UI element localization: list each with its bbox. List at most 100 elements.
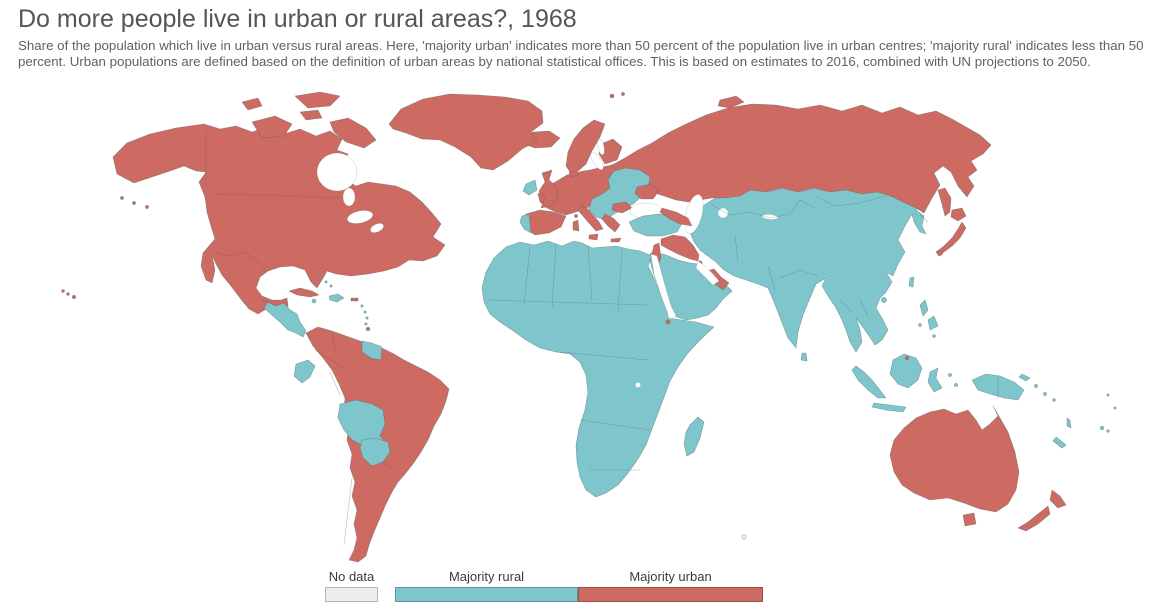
region-antilles-b[interactable] [363,310,367,314]
region-bahamas-c[interactable] [329,284,333,288]
region-greenland[interactable] [388,93,544,171]
legend-label-majority-urban: Majority urban [629,569,712,584]
region-central-america[interactable] [263,301,307,338]
region-bahamas-a[interactable] [318,276,322,280]
region-portugal[interactable] [519,213,532,234]
region-nz-south[interactable] [1017,505,1051,532]
region-greece[interactable] [601,213,621,233]
region-antilles-c[interactable] [365,316,369,320]
region-svalbard-b[interactable] [621,92,625,96]
region-bahamas-b[interactable] [324,280,328,284]
region-nz-north[interactable] [1049,489,1067,509]
region-moluccas-a[interactable] [948,373,952,377]
region-cuba[interactable] [288,287,320,298]
region-sumatra[interactable] [851,365,887,399]
region-taiwan[interactable] [908,276,915,288]
legend-swatch-majority-rural[interactable] [395,587,578,602]
region-hawaii-c[interactable] [72,294,77,299]
sea-red-sea [650,253,677,320]
region-arctic-ellesmere[interactable] [294,91,341,109]
region-guianas[interactable] [361,340,383,361]
sea-persian-gulf [695,260,720,286]
region-sri-lanka[interactable] [800,352,808,362]
region-ukraine-south[interactable] [634,183,660,200]
region-philippines-d[interactable] [932,334,936,338]
region-novaya-zemlya[interactable] [717,95,745,109]
sea-aral [717,207,729,219]
region-sardinia[interactable] [572,219,580,232]
region-australia[interactable] [889,405,1020,513]
region-north-america[interactable] [112,123,446,315]
region-japan-hokkaido[interactable] [950,207,967,222]
region-new-guinea[interactable] [971,373,1025,401]
region-crete[interactable] [610,237,622,243]
region-finland[interactable] [598,138,623,165]
region-hawaii-b[interactable] [66,292,70,296]
region-antilles-a[interactable] [360,304,364,308]
region-fiji-b[interactable] [1106,429,1110,433]
region-arctic-small-a[interactable] [241,97,263,111]
region-aleutian-a[interactable] [120,196,124,200]
region-tasmania[interactable] [962,512,977,527]
region-ireland[interactable] [522,179,538,196]
region-solomons[interactable] [1018,373,1031,382]
region-arctic-devon[interactable] [299,109,323,121]
region-turkey[interactable] [628,213,684,237]
region-scandinavia[interactable] [565,119,606,173]
map-regions [61,91,1117,563]
legend-swatch-no-data[interactable] [325,587,378,602]
region-philippines-c[interactable] [918,323,922,327]
region-corsica[interactable] [574,214,578,218]
region-hainan[interactable] [881,297,887,303]
region-sulawesi[interactable] [927,367,943,393]
region-russia[interactable] [611,103,992,214]
sea-baltic [590,152,604,170]
region-samoa[interactable] [1106,393,1110,397]
region-philippines-mindanao[interactable] [927,315,939,331]
region-hawaii-a[interactable] [61,289,65,293]
region-solomons-c[interactable] [1043,392,1047,396]
region-bulgaria[interactable] [611,201,633,214]
region-trinidad[interactable] [365,326,371,332]
region-fiji[interactable] [1099,425,1105,431]
region-united-kingdom[interactable] [538,169,559,209]
region-paraguay[interactable] [359,437,391,467]
region-moluccas-b[interactable] [954,383,958,387]
region-jamaica[interactable] [311,298,317,304]
region-solomons-b[interactable] [1034,384,1038,388]
region-arctic-victoria[interactable] [251,115,293,139]
region-java[interactable] [871,402,907,413]
region-hispaniola[interactable] [328,293,345,303]
region-tuvalu[interactable] [1113,406,1117,410]
region-brunei[interactable] [904,355,910,361]
region-ecuador[interactable] [293,359,316,384]
region-borneo[interactable] [889,353,923,389]
chart-subtitle: Share of the population which live in ur… [18,38,1144,69]
region-djibouti[interactable] [665,319,671,325]
region-japan-kyushu[interactable] [937,250,943,256]
region-japan-honshu[interactable] [935,221,967,257]
sea-bothnia [597,138,605,156]
region-vanuatu[interactable] [1066,417,1072,429]
region-new-caledonia[interactable] [1052,436,1067,449]
region-africa[interactable] [481,240,715,498]
region-svalbard-a[interactable] [609,93,615,99]
region-madagascar[interactable] [683,416,705,457]
legend-label-majority-rural: Majority rural [448,569,525,584]
sea-great-lakes-east [370,223,384,233]
region-antilles-d[interactable] [364,322,368,326]
region-sakhalin[interactable] [937,187,952,217]
region-sicily[interactable] [588,233,599,241]
region-caucasus[interactable] [659,207,693,227]
region-solomons-d[interactable] [1052,398,1056,402]
region-arctic-baffin[interactable] [329,117,377,149]
region-kerguelen[interactable] [741,534,747,540]
region-aleutian-b[interactable] [132,201,136,205]
region-philippines-luzon[interactable] [919,299,929,317]
region-puerto-rico[interactable] [350,297,359,302]
region-aleutian-c[interactable] [145,205,149,209]
legend-swatch-majority-urban[interactable] [578,587,763,602]
region-italy[interactable] [577,205,604,232]
